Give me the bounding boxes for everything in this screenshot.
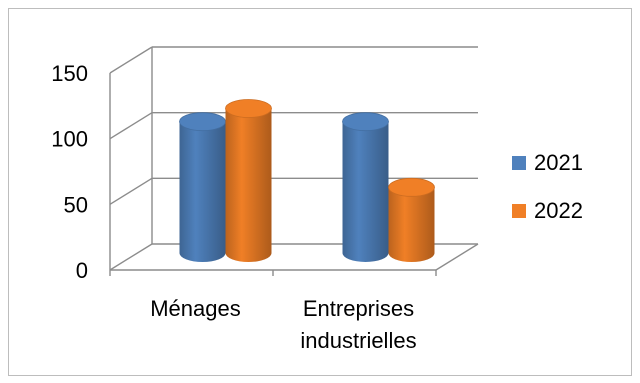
y-axis-ticks: 0 50 100 150	[51, 61, 88, 283]
x-axis-labels: Ménages Entreprises industrielles	[150, 296, 416, 353]
bar-top	[225, 99, 272, 118]
legend-swatch-2021	[512, 156, 526, 170]
legend: 2021 2022	[512, 150, 583, 223]
chart-frame	[8, 8, 632, 376]
bar-top	[179, 112, 226, 132]
bar-top	[388, 177, 435, 197]
legend-swatch-2022	[512, 204, 526, 218]
chart-walls	[109, 47, 479, 276]
y-tick-label: 100	[51, 127, 88, 152]
gridline-side	[109, 177, 153, 205]
bar-2021-0	[179, 112, 226, 263]
bar-body	[388, 187, 435, 262]
gridline-side	[109, 112, 153, 140]
x-category-label: Entreprises	[303, 296, 414, 321]
y-tick-label: 50	[64, 192, 88, 217]
y-tick-label: 150	[51, 61, 88, 86]
legend-label-2022: 2022	[534, 198, 583, 223]
x-category-label: industrielles	[300, 328, 416, 353]
x-category-label: Ménages	[150, 296, 241, 321]
bars	[179, 99, 435, 263]
y-tick-label: 0	[76, 258, 88, 283]
floor-right-edge	[435, 243, 479, 271]
bar-2022-0	[225, 99, 272, 263]
bar-body	[342, 121, 389, 262]
bar-body	[225, 108, 272, 263]
bar-2022-1	[388, 177, 435, 262]
gridline-side	[109, 243, 153, 271]
legend-label-2021: 2021	[534, 150, 583, 175]
bar-body	[179, 121, 226, 263]
bar-2021-1	[342, 112, 389, 262]
gridline-side	[109, 46, 153, 74]
bar-top	[342, 112, 389, 132]
